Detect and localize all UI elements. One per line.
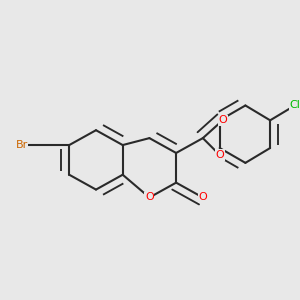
Text: O: O: [145, 193, 154, 202]
Text: O: O: [215, 150, 224, 160]
Text: Br: Br: [16, 140, 28, 150]
Text: Cl: Cl: [290, 100, 300, 110]
Text: O: O: [218, 115, 227, 125]
Text: O: O: [199, 193, 207, 202]
